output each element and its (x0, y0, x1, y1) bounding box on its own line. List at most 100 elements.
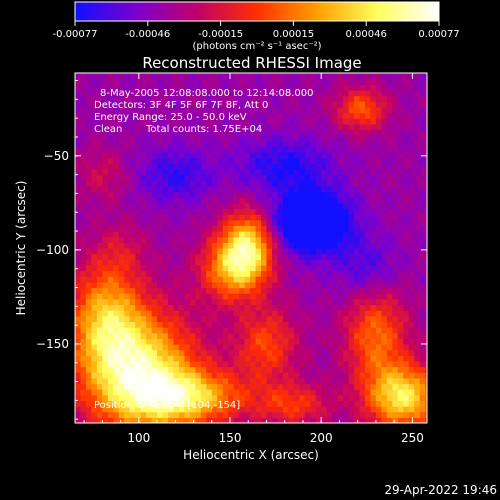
heatmap-cell (359, 281, 366, 289)
heatmap-cell (425, 366, 427, 373)
heatmap-cell (359, 242, 366, 249)
heatmap-cell (211, 140, 218, 147)
heatmap-cell (261, 129, 268, 136)
heatmap-cell (386, 287, 393, 294)
colorbar-ticks: -0.00077 -0.00046 -0.00015 0.00015 0.00046 0.… (53, 21, 460, 40)
heatmap-cell (326, 270, 333, 277)
heatmap-cell (403, 185, 410, 193)
heatmap-cell (140, 400, 147, 407)
heatmap-cell (315, 157, 322, 164)
heatmap-cell (403, 406, 410, 413)
heatmap-cell (419, 315, 426, 322)
heatmap-cell (168, 343, 175, 351)
heatmap-cell (299, 383, 306, 390)
heatmap-cell (359, 191, 366, 198)
heatmap-cell (293, 78, 300, 85)
heatmap-cell (386, 383, 393, 390)
heatmap-cell (189, 276, 196, 283)
heatmap-cell (195, 411, 202, 418)
heatmap-cell (222, 372, 229, 379)
heatmap-cell (140, 73, 147, 80)
heatmap-cell (239, 214, 246, 221)
heatmap-cell (326, 101, 333, 108)
heatmap-cell (233, 259, 240, 266)
heatmap-cell (206, 298, 213, 306)
heatmap-cell (293, 253, 300, 260)
heatmap-cell (255, 355, 262, 362)
heatmap-cell (337, 417, 344, 423)
heatmap-cell (408, 355, 415, 362)
heatmap-cell (332, 270, 339, 277)
heatmap-cell (184, 89, 191, 97)
heatmap-cell (162, 78, 169, 85)
heatmap-cell (195, 264, 202, 272)
heatmap-cell (107, 304, 114, 311)
heatmap-cell (397, 225, 404, 232)
heatmap-cell (359, 106, 366, 114)
heatmap-cell (337, 219, 344, 227)
heatmap-cell (359, 78, 366, 85)
heatmap-cell (168, 112, 175, 119)
heatmap-cell (343, 360, 350, 368)
heatmap-cell (75, 174, 82, 181)
heatmap-cell (425, 242, 427, 249)
heatmap-cell (184, 394, 191, 402)
heatmap-cell (200, 106, 207, 114)
heatmap-cell (124, 276, 131, 283)
heatmap-cell (146, 287, 153, 294)
heatmap-cell (332, 338, 339, 345)
heatmap-cell (343, 89, 350, 97)
heatmap-cell (102, 304, 109, 311)
heatmap-cell (375, 372, 382, 379)
heatmap-cell (359, 293, 366, 300)
heatmap-cell (261, 73, 268, 80)
heatmap-cell (386, 264, 393, 272)
heatmap-cell (217, 106, 224, 114)
heatmap-cell (195, 366, 202, 373)
heatmap-cell (359, 276, 366, 283)
heatmap-cell (211, 214, 218, 221)
heatmap-cell (326, 293, 333, 300)
heatmap-cell (129, 377, 136, 385)
heatmap-cell (140, 191, 147, 198)
heatmap-cell (168, 135, 175, 142)
heatmap-cell (184, 270, 191, 277)
heatmap-cell (228, 101, 235, 108)
heatmap-cell (397, 287, 404, 294)
heatmap-cell (96, 276, 103, 283)
heatmap-cell (124, 343, 131, 351)
heatmap-cell (75, 366, 82, 373)
heatmap-cell (392, 84, 399, 91)
heatmap-cell (332, 259, 339, 266)
heatmap-cell (113, 163, 120, 170)
heatmap-cell (381, 310, 388, 317)
heatmap-cell (146, 360, 153, 368)
heatmap-cell (75, 287, 82, 294)
heatmap-cell (129, 343, 136, 351)
heatmap-cell (173, 360, 180, 368)
heatmap-cell (255, 191, 262, 198)
heatmap-cell (129, 157, 136, 164)
heatmap-cell (266, 191, 273, 198)
heatmap-cell (118, 157, 125, 164)
heatmap-cell (299, 355, 306, 362)
heatmap-cell (266, 304, 273, 311)
heatmap-cell (184, 168, 191, 176)
heatmap-cell (370, 383, 377, 390)
heatmap-cell (321, 118, 328, 125)
heatmap-cell (348, 276, 355, 283)
heatmap-cell (419, 400, 426, 407)
heatmap-cell (392, 332, 399, 339)
heatmap-cell (277, 321, 284, 328)
heatmap-cell (348, 123, 355, 131)
heatmap-cell (321, 123, 328, 131)
heatmap-cell (200, 383, 207, 390)
heatmap-cell (102, 146, 109, 153)
heatmap-cell (359, 236, 366, 243)
heatmap-cell (419, 180, 426, 187)
heatmap-cell (178, 185, 186, 193)
heatmap-cell (113, 304, 120, 311)
heatmap-cell (195, 135, 202, 142)
heatmap-cell (135, 214, 142, 221)
heatmap-cell (304, 123, 311, 131)
